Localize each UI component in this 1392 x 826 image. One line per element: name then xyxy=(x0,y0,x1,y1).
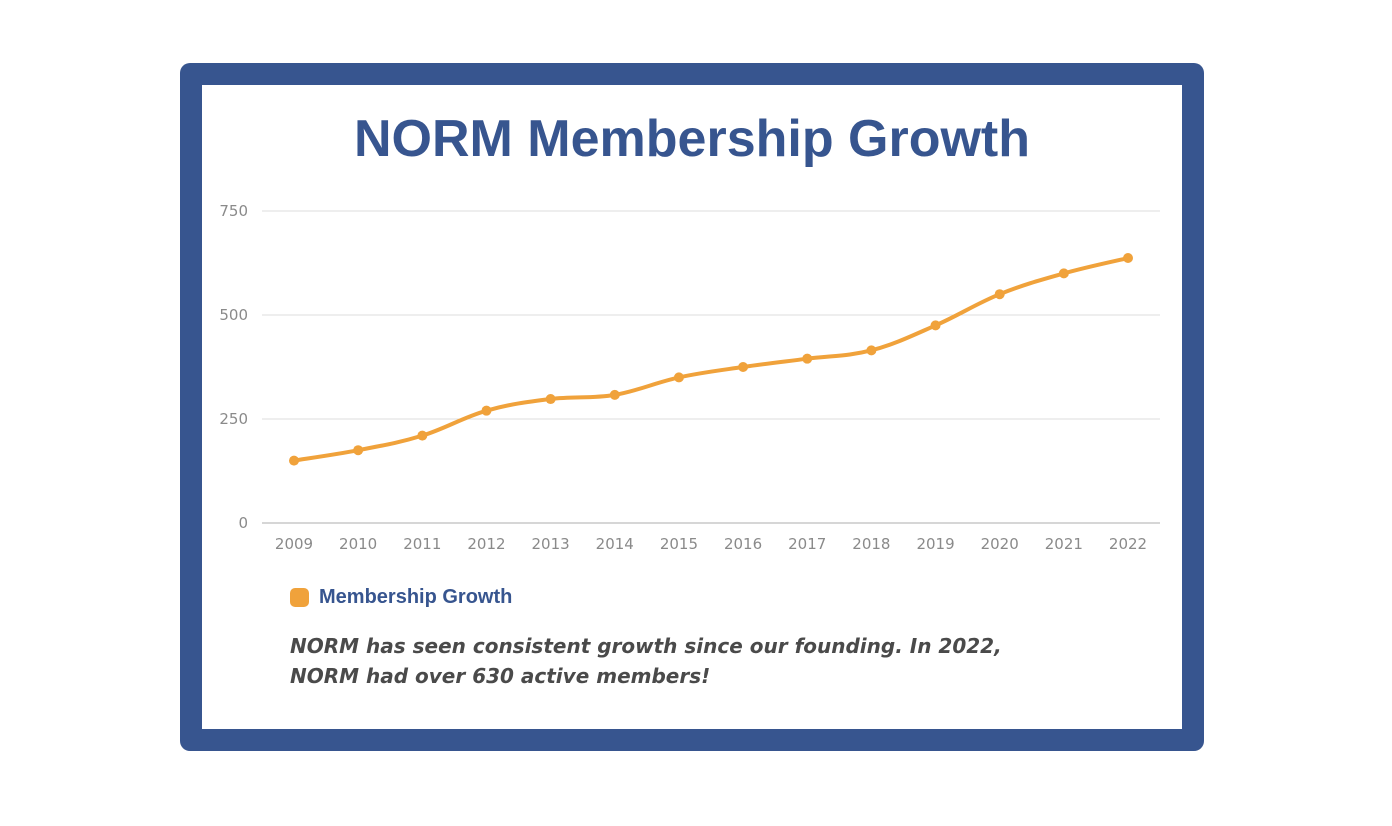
legend: Membership Growth xyxy=(290,586,512,609)
data-point xyxy=(289,455,299,466)
x-tick-label: 2015 xyxy=(660,535,698,553)
x-tick-label: 2017 xyxy=(788,535,826,553)
x-tick-label: 2016 xyxy=(724,535,762,553)
data-point xyxy=(930,320,941,331)
chart-title: NORM Membership Growth xyxy=(353,110,1031,168)
x-tick-label: 2010 xyxy=(339,535,377,553)
data-point xyxy=(994,289,1005,300)
x-tick-label: 2009 xyxy=(275,535,313,553)
data-point xyxy=(866,345,877,356)
legend-swatch xyxy=(290,588,309,607)
data-point xyxy=(673,372,684,383)
series-layer xyxy=(289,253,1133,466)
grid-lines xyxy=(262,210,1160,524)
data-point xyxy=(417,430,428,441)
x-tick-label: 2012 xyxy=(467,535,505,553)
x-tick-label: 2020 xyxy=(981,535,1019,553)
chart-frame: NORM Membership Growth 0 250 500 750 2009 20… xyxy=(180,63,1204,751)
data-point xyxy=(353,445,364,456)
x-tick-label: 2013 xyxy=(532,535,570,553)
legend-label: Membership Growth xyxy=(319,586,513,608)
y-tick-label: 500 xyxy=(219,306,248,324)
y-axis-ticks: 0 250 500 750 xyxy=(219,202,248,532)
data-point xyxy=(802,353,813,364)
x-tick-label: 2019 xyxy=(916,535,954,553)
x-tick-label: 2021 xyxy=(1045,535,1083,553)
x-tick-label: 2011 xyxy=(403,535,441,553)
data-point xyxy=(1123,253,1133,264)
x-tick-label: 2018 xyxy=(852,535,890,553)
caption-text: NORM has seen consistent growth since ou… xyxy=(290,634,1002,688)
data-point xyxy=(481,405,492,416)
data-point xyxy=(738,362,749,372)
y-tick-label: 750 xyxy=(219,202,248,220)
series-line xyxy=(292,256,1130,463)
y-tick-label: 250 xyxy=(219,410,248,428)
chart-panel: NORM Membership Growth 0 250 500 750 2009 20… xyxy=(202,85,1182,729)
y-tick-label: 0 xyxy=(238,514,248,532)
data-point xyxy=(609,389,620,400)
data-point xyxy=(1058,268,1069,279)
x-axis-ticks: 2009 2010 2011 2012 2013 2014 2015 2016 2017 2018… xyxy=(275,535,1147,553)
x-tick-label: 2014 xyxy=(596,535,634,553)
x-tick-label: 2022 xyxy=(1109,535,1147,553)
data-point xyxy=(545,394,556,405)
